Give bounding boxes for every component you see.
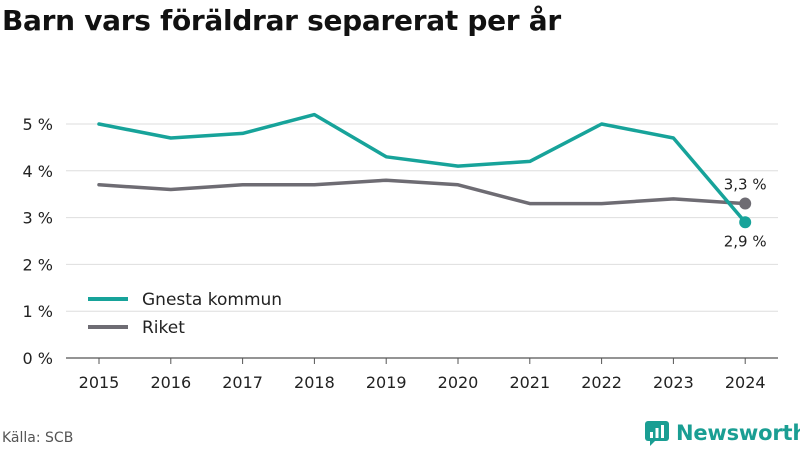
y-tick-label: 5 % [23,115,53,134]
source-note: Källa: SCB [2,430,74,446]
x-tick-label: 2020 [438,373,479,392]
y-tick-label: 3 % [23,209,53,228]
x-tick-label: 2024 [725,373,766,392]
series-line-riket [97,178,747,206]
y-tick-label: 2 % [23,255,53,274]
data-labels: 3,3 % 2,9 % [724,176,767,251]
x-tick-label: 2019 [366,373,407,392]
x-tick-label: 2023 [653,373,694,392]
x-axis-ticks: 2015 2016 2017 2018 2019 2020 2021 2022 2023 2024 [79,358,766,392]
y-tick-label: 1 % [23,302,53,321]
y-axis-ticks: 0 % 1 % 2 % 3 % 4 % 5 % [23,115,53,368]
x-tick-label: 2021 [509,373,550,392]
series-end-point [739,197,752,210]
brand-logo: Newsworthy [644,420,800,446]
y-tick-label: 0 % [23,349,53,368]
grid-lines [66,123,778,359]
series-line-gnesta-kommun [97,112,747,225]
data-label-gnesta: 2,9 % [724,232,767,250]
x-tick-label: 2016 [150,373,191,392]
chart-title: Barn vars föräldrar separerat per år [2,4,561,37]
x-tick-label: 2015 [79,373,120,392]
legend: Gnesta kommun Riket [88,290,282,338]
brand-name: Newsworthy [676,421,800,445]
data-label-riket: 3,3 % [724,176,767,194]
series-lines [97,112,747,225]
newsworthy-logo-icon [645,421,669,446]
y-tick-label: 4 % [23,162,53,181]
series-end-point [739,216,752,229]
legend-label: Gnesta kommun [142,290,282,310]
x-tick-label: 2017 [222,373,263,392]
legend-label: Riket [142,318,185,338]
x-tick-label: 2018 [294,373,335,392]
series-endpoints [739,197,752,229]
x-tick-label: 2022 [581,373,622,392]
